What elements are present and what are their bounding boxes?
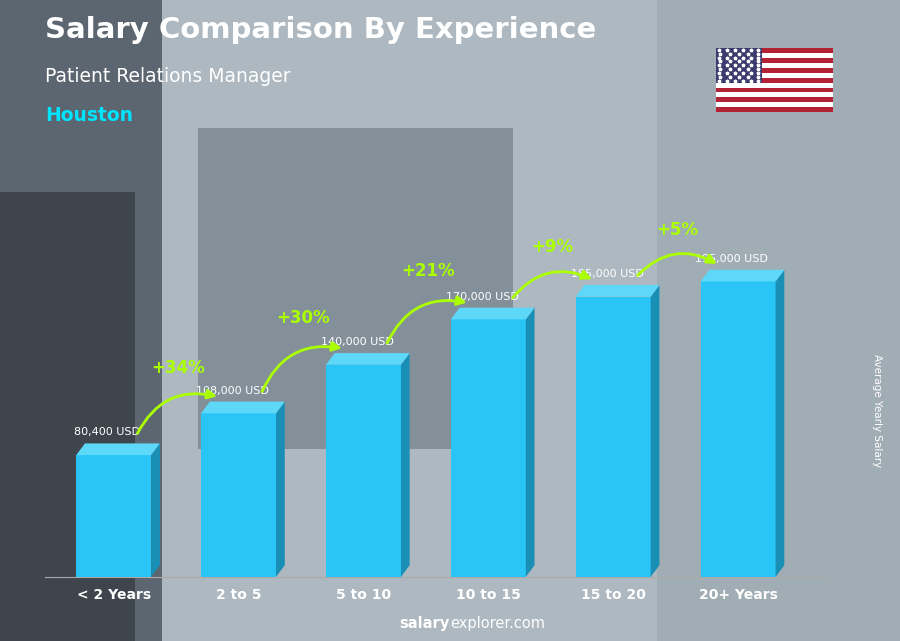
Text: 80,400 USD: 80,400 USD bbox=[75, 428, 140, 437]
Bar bbox=[76, 455, 151, 577]
Bar bbox=[716, 97, 832, 103]
Polygon shape bbox=[776, 270, 784, 577]
Bar bbox=[716, 72, 832, 78]
Text: 185,000 USD: 185,000 USD bbox=[571, 269, 644, 279]
Text: +30%: +30% bbox=[276, 309, 329, 328]
Polygon shape bbox=[276, 402, 284, 577]
Bar bbox=[716, 92, 832, 97]
Bar bbox=[716, 58, 832, 63]
Bar bbox=[162, 0, 657, 641]
Bar bbox=[716, 103, 832, 107]
Polygon shape bbox=[526, 308, 535, 577]
Text: 140,000 USD: 140,000 USD bbox=[320, 337, 393, 347]
Polygon shape bbox=[400, 353, 410, 577]
Text: +34%: +34% bbox=[151, 359, 205, 378]
Bar bbox=[716, 88, 832, 92]
Text: +21%: +21% bbox=[400, 262, 454, 280]
Text: 108,000 USD: 108,000 USD bbox=[196, 385, 269, 395]
Text: 195,000 USD: 195,000 USD bbox=[696, 254, 769, 263]
Polygon shape bbox=[700, 270, 784, 281]
Bar bbox=[716, 63, 832, 68]
Text: +5%: +5% bbox=[656, 221, 698, 239]
Polygon shape bbox=[76, 444, 160, 455]
Polygon shape bbox=[576, 285, 660, 297]
Text: Salary Comparison By Experience: Salary Comparison By Experience bbox=[45, 16, 596, 44]
Bar bbox=[716, 48, 832, 53]
Bar bbox=[0, 0, 162, 641]
Bar bbox=[326, 365, 400, 577]
Bar bbox=[657, 0, 900, 641]
Text: explorer.com: explorer.com bbox=[450, 617, 545, 631]
Bar bbox=[716, 53, 832, 58]
Bar bbox=[716, 68, 832, 72]
Polygon shape bbox=[151, 444, 160, 577]
Bar bbox=[198, 128, 513, 449]
Bar bbox=[716, 83, 832, 88]
Bar bbox=[700, 281, 776, 577]
Bar bbox=[451, 319, 526, 577]
Text: Average Yearly Salary: Average Yearly Salary bbox=[872, 354, 883, 467]
Polygon shape bbox=[201, 402, 284, 413]
Text: salary: salary bbox=[400, 617, 450, 631]
Bar bbox=[716, 78, 832, 83]
Polygon shape bbox=[651, 285, 660, 577]
Polygon shape bbox=[326, 353, 410, 365]
Bar bbox=[576, 297, 651, 577]
Bar bbox=[716, 48, 762, 83]
Polygon shape bbox=[451, 308, 535, 319]
Text: Houston: Houston bbox=[45, 106, 133, 125]
Text: Patient Relations Manager: Patient Relations Manager bbox=[45, 67, 291, 87]
Text: 170,000 USD: 170,000 USD bbox=[446, 292, 518, 302]
Text: +9%: +9% bbox=[532, 238, 573, 256]
Bar bbox=[0, 192, 135, 641]
Bar bbox=[201, 413, 276, 577]
Bar bbox=[716, 107, 832, 112]
